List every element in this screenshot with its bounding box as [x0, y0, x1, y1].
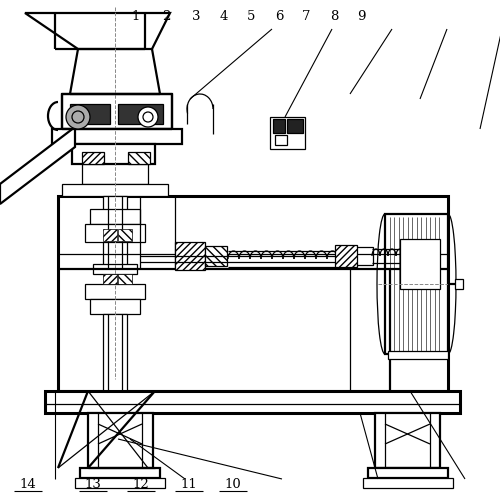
- Text: 13: 13: [84, 477, 101, 490]
- Text: 12: 12: [132, 477, 150, 490]
- Bar: [75, 478, 165, 488]
- Text: 6: 6: [275, 10, 283, 23]
- Text: 7: 7: [302, 10, 311, 23]
- Bar: [275, 136, 287, 146]
- Bar: [118, 229, 132, 241]
- Bar: [103, 314, 127, 391]
- Circle shape: [138, 108, 158, 128]
- Bar: [368, 468, 448, 478]
- Bar: [88, 413, 153, 468]
- Bar: [103, 196, 127, 270]
- Bar: [80, 468, 160, 478]
- Bar: [90, 209, 140, 224]
- Bar: [62, 185, 168, 196]
- Bar: [118, 275, 132, 285]
- Bar: [70, 105, 110, 125]
- Circle shape: [143, 113, 153, 123]
- Bar: [52, 130, 182, 145]
- Bar: [335, 245, 357, 268]
- Bar: [103, 275, 117, 285]
- Bar: [355, 247, 373, 266]
- Bar: [400, 239, 440, 290]
- Bar: [128, 153, 150, 165]
- Bar: [93, 265, 137, 275]
- Bar: [363, 478, 453, 488]
- Bar: [58, 196, 448, 391]
- Text: 10: 10: [224, 477, 241, 490]
- Bar: [385, 214, 448, 354]
- Polygon shape: [72, 145, 155, 165]
- Bar: [175, 242, 205, 271]
- Circle shape: [72, 112, 84, 124]
- Bar: [270, 118, 305, 150]
- Bar: [205, 246, 227, 267]
- Text: 5: 5: [247, 10, 255, 23]
- Text: 4: 4: [220, 10, 228, 23]
- Polygon shape: [25, 14, 170, 50]
- Circle shape: [66, 106, 90, 130]
- Text: 8: 8: [330, 10, 338, 23]
- Text: 9: 9: [357, 10, 366, 23]
- Polygon shape: [82, 165, 148, 185]
- Bar: [62, 95, 172, 130]
- Text: 2: 2: [162, 10, 170, 23]
- Bar: [375, 413, 440, 468]
- Text: 11: 11: [180, 477, 198, 490]
- Bar: [45, 391, 460, 413]
- Bar: [103, 229, 117, 241]
- Bar: [287, 120, 303, 134]
- Text: 1: 1: [132, 10, 140, 23]
- Polygon shape: [0, 128, 75, 204]
- Text: 14: 14: [19, 477, 36, 490]
- Bar: [85, 285, 145, 300]
- Bar: [388, 351, 448, 359]
- Bar: [85, 224, 145, 242]
- Bar: [90, 300, 140, 314]
- Text: 3: 3: [192, 10, 200, 23]
- Bar: [118, 105, 163, 125]
- Bar: [273, 120, 285, 134]
- Bar: [455, 280, 463, 290]
- Bar: [82, 153, 104, 165]
